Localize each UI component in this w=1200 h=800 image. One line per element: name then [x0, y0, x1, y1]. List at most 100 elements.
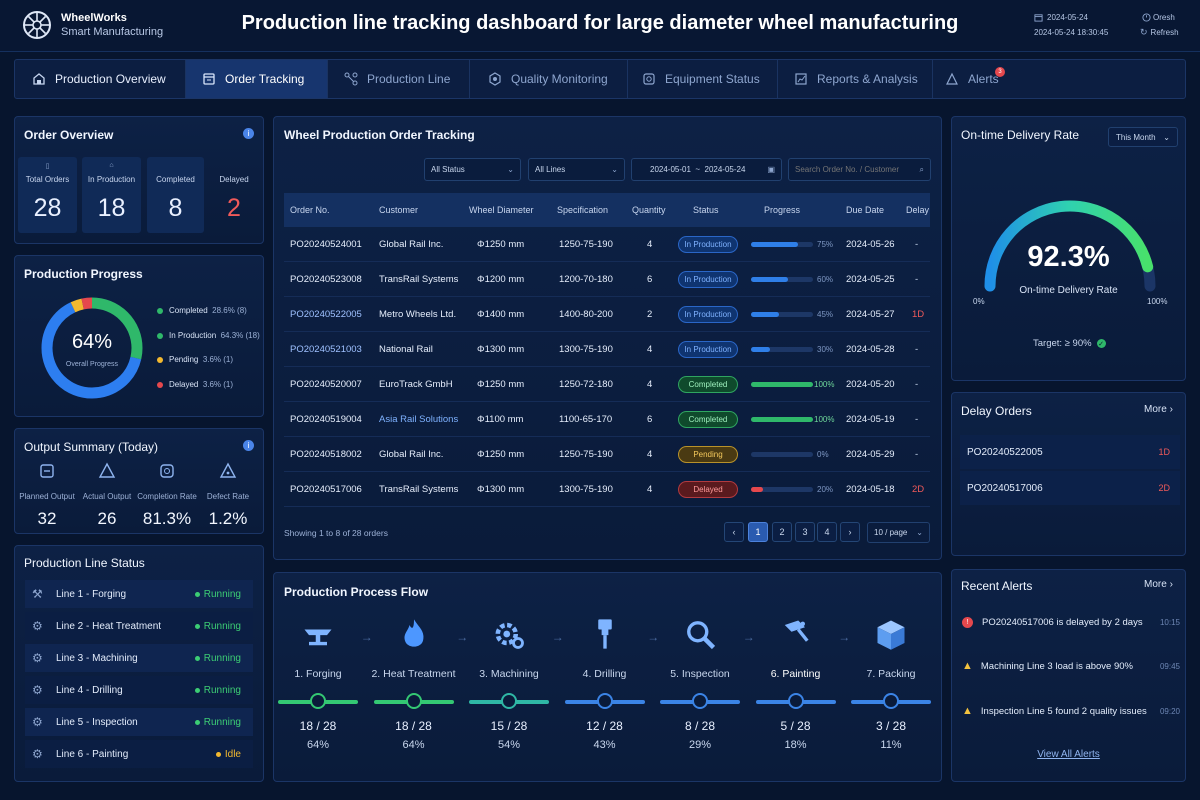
next-page-button[interactable]: › — [840, 522, 860, 542]
alert-row[interactable]: ! PO20240517006 is delayed by 2 days 10:… — [960, 617, 1180, 628]
order-no-cell[interactable]: PO20240523008 — [290, 274, 362, 285]
legend-label: Delayed — [169, 380, 199, 389]
order-no-cell[interactable]: PO20240518002 — [290, 449, 362, 460]
page-size-select[interactable]: 10 / page ⌄ — [867, 522, 930, 543]
process-flow-title: Production Process Flow — [284, 585, 429, 599]
line-name: Line 5 - Inspection — [56, 716, 138, 728]
tab-alerts[interactable]: Alerts 3 — [933, 60, 1013, 98]
status-label: In Production — [684, 275, 732, 284]
tab-equipment-status[interactable]: Equipment Status — [628, 60, 778, 98]
tab-production-overview[interactable]: Production Overview — [15, 60, 186, 98]
info-icon[interactable]: i — [243, 128, 254, 139]
order-search-input[interactable] — [795, 165, 913, 174]
info-icon[interactable]: i — [243, 440, 254, 451]
process-step-label[interactable]: 7. Packing — [866, 668, 916, 680]
legend-delayed: Delayed 3.6% (1) — [157, 380, 233, 389]
alert-row[interactable]: ▲ Machining Line 3 load is above 90% 09:… — [960, 660, 1180, 672]
col-wheel-diameter[interactable]: Wheel Diameter — [469, 205, 534, 215]
process-step-label[interactable]: 1. Forging — [294, 668, 342, 680]
col-status[interactable]: Status — [693, 205, 719, 215]
process-step-count: 8 / 28 — [684, 719, 716, 733]
delay-order-row[interactable]: PO20240517006 2D — [960, 471, 1180, 505]
recent-alerts-title: Recent Alerts — [961, 579, 1033, 593]
status-label: Completed — [688, 380, 728, 389]
search-icon: ⌕ — [919, 164, 924, 174]
date-range-picker[interactable]: 2024-05-01 ~ 2024-05-24 ▣ — [631, 158, 782, 181]
status-filter-select[interactable]: All Status ⌄ — [424, 158, 521, 181]
orders-icon: ▯ — [45, 163, 50, 170]
alerts-more-link[interactable]: More › — [1144, 579, 1173, 590]
target-text: Target: ≥ 90% — [1033, 338, 1092, 349]
view-all-alerts-link[interactable]: View All Alerts — [1037, 749, 1100, 760]
production-line-row[interactable]: ⚙ Line 6 - Painting Idle — [25, 740, 253, 768]
order-no-cell[interactable]: PO20240519004 — [290, 414, 362, 425]
magnifier-icon — [687, 621, 716, 650]
production-line-row[interactable]: ⚙ Line 3 - Machining Running — [25, 644, 253, 672]
process-step-count: 18 / 28 — [299, 719, 337, 733]
delay-more-link[interactable]: More › — [1144, 404, 1173, 415]
page-4-button[interactable]: 4 — [817, 522, 837, 542]
process-step-label[interactable]: 6. Painting — [770, 668, 821, 680]
refresh-button[interactable]: ↻ Refresh — [1140, 26, 1186, 39]
line-filter-value: All Lines — [535, 165, 566, 174]
process-step-label[interactable]: 2. Heat Treatment — [371, 668, 456, 680]
order-no-cell[interactable]: PO20240521003 — [290, 344, 362, 355]
tab-label: Equipment Status — [665, 72, 760, 86]
process-step-label[interactable]: 3. Machining — [479, 668, 539, 680]
spec-cell: 1300-75-190 — [559, 484, 613, 495]
quantity-cell: 6 — [647, 274, 653, 285]
production-line-row[interactable]: ⚙ Line 5 - Inspection Running — [25, 708, 253, 736]
page-3-button[interactable]: 3 — [795, 522, 815, 542]
table-row[interactable] — [284, 437, 930, 472]
col-due-date[interactable]: Due Date — [846, 205, 885, 215]
table-row[interactable] — [284, 332, 930, 367]
due-date-cell: 2024-05-20 — [846, 379, 895, 390]
table-row[interactable] — [284, 402, 930, 437]
arrow-right-icon: → — [456, 630, 469, 644]
tab-quality-monitoring[interactable]: Quality Monitoring — [470, 60, 628, 98]
due-date-cell: 2024-05-26 — [846, 239, 895, 250]
production-line-row[interactable]: ⚒ Line 1 - Forging Running — [25, 580, 253, 608]
page-2-button[interactable]: 2 — [772, 522, 792, 542]
alert-row[interactable]: ▲ Inspection Line 5 found 2 quality issu… — [960, 705, 1180, 717]
production-line-row[interactable]: ⚙ Line 4 - Drilling Running — [25, 676, 253, 704]
legend-dot — [157, 356, 163, 363]
order-no-cell[interactable]: PO20240517006 — [290, 484, 362, 495]
col-delay[interactable]: Delay — [906, 205, 930, 215]
error-icon: ! — [962, 617, 973, 628]
tab-production-line[interactable]: Production Line — [328, 60, 470, 98]
process-step-label[interactable]: 4. Drilling — [582, 668, 627, 680]
table-row[interactable] — [284, 297, 930, 332]
order-no-cell[interactable]: PO20240524001 — [290, 239, 362, 250]
page-1-button[interactable]: 1 — [748, 522, 768, 542]
table-row[interactable] — [284, 367, 930, 402]
production-progress-panel — [14, 255, 264, 417]
period-select[interactable]: This Month ⌄ — [1108, 127, 1178, 147]
table-row[interactable] — [284, 227, 930, 262]
col-specification[interactable]: Specification — [557, 205, 609, 215]
tab-reports-analysis[interactable]: Reports & Analysis — [778, 60, 933, 98]
tab-order-tracking[interactable]: Order Tracking — [186, 60, 328, 98]
order-no-cell[interactable]: PO20240522005 — [290, 309, 362, 320]
delay-orders-title: Delay Orders — [961, 404, 1032, 418]
drill-icon — [597, 619, 612, 649]
table-row[interactable] — [284, 262, 930, 297]
production-line-row[interactable]: ⚙ Line 2 - Heat Treatment Running — [25, 612, 253, 640]
alert-text: Inspection Line 5 found 2 quality issues — [980, 705, 1147, 717]
progress-value: 20% — [817, 485, 834, 494]
quantity-cell: 4 — [647, 449, 653, 460]
check-icon: ✓ — [1096, 339, 1106, 348]
process-step-label[interactable]: 5. Inspection — [670, 668, 730, 680]
diameter-cell: Φ1300 mm — [477, 344, 525, 355]
col-progress[interactable]: Progress — [764, 205, 801, 215]
equipment-icon — [643, 73, 655, 85]
order-no-cell[interactable]: PO20240520007 — [290, 379, 362, 390]
prev-page-button[interactable]: ‹ — [724, 522, 744, 542]
col-quantity[interactable]: Quantity — [632, 205, 666, 215]
line-filter-select[interactable]: All Lines ⌄ — [528, 158, 625, 181]
table-row[interactable] — [284, 472, 930, 507]
col-order-no[interactable]: Order No. — [290, 205, 330, 215]
delay-order-row[interactable]: PO20240522005 1D — [960, 435, 1180, 469]
order-search-box[interactable]: ⌕ — [788, 158, 931, 181]
col-customer[interactable]: Customer — [379, 205, 419, 215]
